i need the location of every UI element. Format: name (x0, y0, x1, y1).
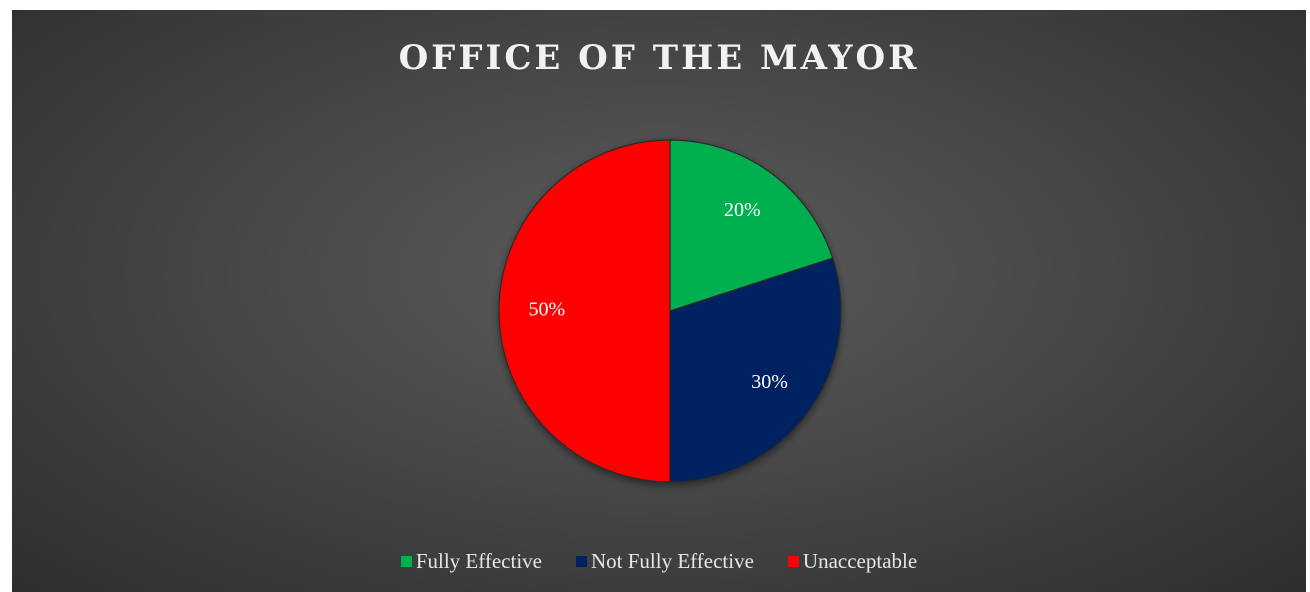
legend-label-unacceptable: Unacceptable (802, 549, 918, 573)
data-label-not-fully-effective: 30% (751, 371, 788, 393)
legend-label-fully-effective: Fully Effective (415, 549, 542, 573)
legend-swatch-unacceptable (787, 556, 799, 567)
chart-title: OFFICE OF THE MAYOR (398, 38, 920, 78)
pie-slice-fully-effective (669, 139, 834, 312)
legend-swatch-not-fully-effective (575, 556, 587, 567)
data-label-unacceptable: 50% (529, 299, 566, 321)
legend: Fully Effective Not Fully Effective Unacce… (12, 549, 1306, 574)
legend-item-unacceptable: Unacceptable (787, 549, 918, 574)
data-label-fully-effective: 20% (724, 199, 761, 221)
legend-item-not-fully-effective: Not Fully Effective (575, 549, 754, 574)
legend-item-fully-effective: Fully Effective (400, 549, 542, 574)
pie-slice-not-fully-effective (669, 257, 842, 483)
pie-chart: 20% 30% 50% (498, 139, 842, 483)
legend-swatch-fully-effective (400, 556, 412, 567)
pie-slice-unacceptable (498, 139, 671, 483)
legend-label-not-fully-effective: Not Fully Effective (590, 549, 754, 573)
chart-area: OFFICE OF THE MAYOR 20% 30% 50% Fully Effe… (12, 10, 1306, 592)
